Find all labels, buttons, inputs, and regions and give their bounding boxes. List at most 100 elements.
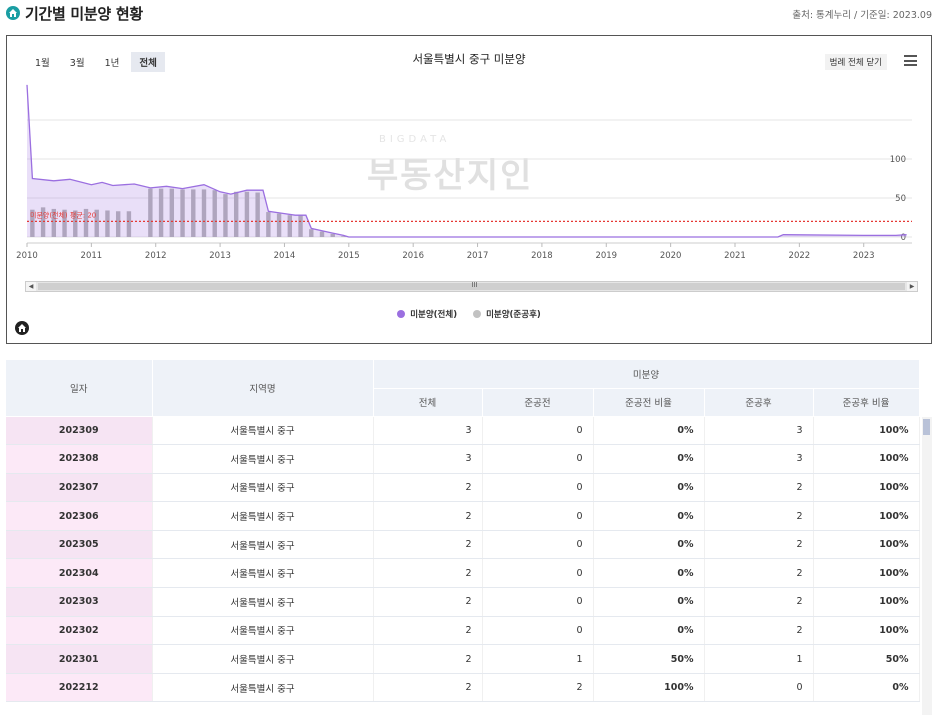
post-ratio-cell: 100% (813, 444, 920, 474)
date-cell: 202309 (6, 416, 153, 446)
legend-item-completed[interactable]: 미분양(준공후) (473, 308, 541, 320)
scroll-grip-icon: III (471, 281, 478, 289)
table-row: 202301 서울특별시 중구 2 1 50% 1 50% (6, 644, 920, 674)
pre-cell: 0 (482, 558, 594, 589)
x-tick-label: 2012 (145, 251, 167, 261)
table-scroll-thumb[interactable] (923, 419, 930, 435)
completed-bar (330, 233, 335, 237)
completed-bar (233, 191, 239, 237)
post-ratio-cell: 100% (813, 558, 920, 589)
hamburger-menu-icon[interactable] (904, 55, 917, 66)
x-tick-label: 2010 (16, 251, 38, 261)
table-row: 202304 서울특별시 중구 2 0 0% 2 100% (6, 558, 920, 589)
region-cell: 서울특별시 중구 (152, 558, 374, 589)
pre-ratio-cell: 0% (593, 558, 705, 589)
range-1-month-button[interactable]: 1월 (27, 52, 58, 72)
header-date: 일자 (6, 360, 153, 417)
region-cell: 서울특별시 중구 (152, 673, 374, 703)
x-tick-label: 2013 (209, 251, 231, 261)
x-tick-label: 2020 (660, 251, 682, 261)
post-ratio-cell: 100% (813, 501, 920, 531)
y-tick-label: 0 (901, 233, 906, 243)
table-row: 202302 서울특별시 중구 2 0 0% 2 100% (6, 616, 920, 646)
post-ratio-cell: 100% (813, 587, 920, 617)
scroll-right-arrow-icon[interactable]: ▶ (907, 282, 917, 291)
total-cell: 2 (373, 501, 483, 531)
legend-toggle-button[interactable]: 범례 전체 닫기 (824, 54, 887, 70)
pre-cell: 0 (482, 501, 594, 531)
table-vertical-scrollbar[interactable] (922, 417, 932, 715)
date-cell: 202308 (6, 444, 153, 474)
completed-bar (255, 192, 260, 237)
date-cell: 202305 (6, 530, 153, 560)
chart-navigator-scrollbar[interactable]: ◀ III ▶ (25, 281, 918, 292)
legend-dot-total (397, 310, 406, 318)
region-cell: 서울특별시 중구 (152, 501, 374, 531)
completed-bar (212, 190, 217, 237)
x-tick-label: 2016 (402, 251, 424, 261)
post-ratio-cell: 50% (813, 644, 920, 674)
table-row: 202212 서울특별시 중구 2 2 100% 0 0% (6, 673, 920, 703)
source-text: 출처: 통계누리 / 기준일: 2023.09 (792, 10, 932, 21)
legend-dot-completed (473, 310, 482, 318)
completed-bar (276, 213, 282, 237)
data-table-container: 일자 지역명 미분양 전체 준공전 준공전 비율 준공후 준공후 비율 2023… (6, 360, 932, 715)
post-cell: 2 (704, 530, 814, 560)
date-cell: 202306 (6, 501, 153, 531)
header-pre-completion: 준공전 (482, 388, 594, 417)
pre-ratio-cell: 0% (593, 473, 705, 503)
total-cell: 2 (373, 530, 483, 560)
post-ratio-cell: 0% (813, 673, 920, 703)
post-ratio-cell: 100% (813, 416, 920, 446)
header-pre-completion-ratio: 준공전 비율 (593, 388, 705, 417)
post-ratio-cell: 100% (813, 473, 920, 503)
total-cell: 2 (373, 558, 483, 589)
post-cell: 2 (704, 473, 814, 503)
completed-bar (298, 215, 303, 237)
pre-ratio-cell: 0% (593, 530, 705, 560)
legend-label-completed: 미분양(준공후) (486, 310, 541, 320)
post-cell: 3 (704, 416, 814, 446)
average-label: 미분양(전체) 평균: 20 (30, 210, 96, 219)
pre-cell: 0 (482, 473, 594, 503)
completed-bar (158, 188, 164, 237)
table-row: 202307 서울특별시 중구 2 0 0% 2 100% (6, 473, 920, 503)
completed-bar (83, 208, 89, 237)
header-unsold-group: 미분양 (373, 360, 920, 389)
pre-ratio-cell: 0% (593, 587, 705, 617)
total-cell: 2 (373, 673, 483, 703)
scroll-left-arrow-icon[interactable]: ◀ (26, 282, 36, 291)
page-title: 기간별 미분양 현황 (25, 5, 143, 23)
pre-cell: 0 (482, 530, 594, 560)
date-cell: 202302 (6, 616, 153, 646)
x-tick-label: 2019 (595, 251, 617, 261)
pre-cell: 0 (482, 444, 594, 474)
x-tick-label: 2021 (724, 251, 746, 261)
range-1-year-button[interactable]: 1년 (97, 52, 128, 72)
header-total: 전체 (373, 388, 483, 417)
completed-bar (126, 211, 132, 237)
x-tick-label: 2023 (853, 251, 875, 261)
region-cell: 서울특별시 중구 (152, 616, 374, 646)
region-cell: 서울특별시 중구 (152, 416, 374, 446)
chart-legend: 미분양(전체) 미분양(준공후) (7, 308, 931, 320)
pre-ratio-cell: 0% (593, 616, 705, 646)
x-tick-label: 2011 (81, 251, 103, 261)
scroll-thumb[interactable]: III (38, 281, 905, 290)
completed-bar (244, 191, 250, 237)
completed-bar (40, 207, 46, 237)
region-cell: 서울특별시 중구 (152, 587, 374, 617)
total-cell: 3 (373, 444, 483, 474)
x-tick-label: 2018 (531, 251, 553, 261)
y-tick-label: 50 (895, 194, 906, 204)
date-cell: 202303 (6, 587, 153, 617)
legend-item-total[interactable]: 미분양(전체) (397, 308, 457, 320)
total-cell: 2 (373, 644, 483, 674)
post-cell: 2 (704, 501, 814, 531)
completed-bar (309, 229, 314, 237)
chart-panel: 1월 3월 1년 전체 서울특별시 중구 미분양 범례 전체 닫기 BIGDAT… (6, 35, 932, 344)
completed-bar (319, 231, 325, 237)
range-all-button[interactable]: 전체 (131, 52, 165, 72)
range-3-month-button[interactable]: 3월 (62, 52, 93, 72)
table-row: 202308 서울특별시 중구 3 0 0% 3 100% (6, 444, 920, 474)
